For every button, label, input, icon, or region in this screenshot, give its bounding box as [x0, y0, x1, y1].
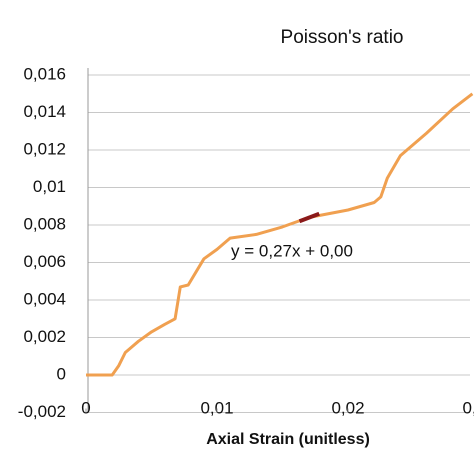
y-tick-label: -0,002: [18, 402, 66, 421]
y-tick-label: 0,006: [23, 252, 66, 271]
x-tick-label: 0: [81, 398, 90, 417]
y-tick-label: 0: [57, 364, 66, 383]
x-tick-label: 0,01: [200, 398, 233, 417]
trend-line: [298, 211, 320, 224]
x-tick-label: 0,02: [331, 398, 364, 417]
y-tick-label: 0,012: [23, 139, 66, 158]
y-tick-label: 0,002: [23, 327, 66, 346]
y-tick-label: 0,014: [23, 102, 66, 121]
x-axis-label: Axial Strain (unitless): [206, 431, 370, 448]
trendline-equation: y = 0,27x + 0,00: [231, 241, 353, 260]
chart-title: Poisson's ratio: [281, 27, 404, 48]
x-tick-label: 0,03: [462, 398, 474, 417]
y-tick-label: 0,004: [23, 289, 66, 308]
data-line: [86, 92, 474, 377]
y-tick-label: 0,016: [23, 64, 66, 83]
y-tick-label: 0,01: [33, 177, 66, 196]
y-tick-label: 0,008: [23, 214, 66, 233]
